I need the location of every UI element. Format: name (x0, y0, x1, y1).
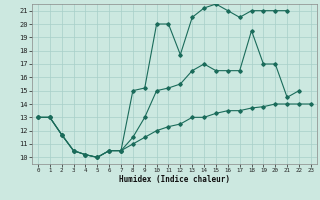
X-axis label: Humidex (Indice chaleur): Humidex (Indice chaleur) (119, 175, 230, 184)
